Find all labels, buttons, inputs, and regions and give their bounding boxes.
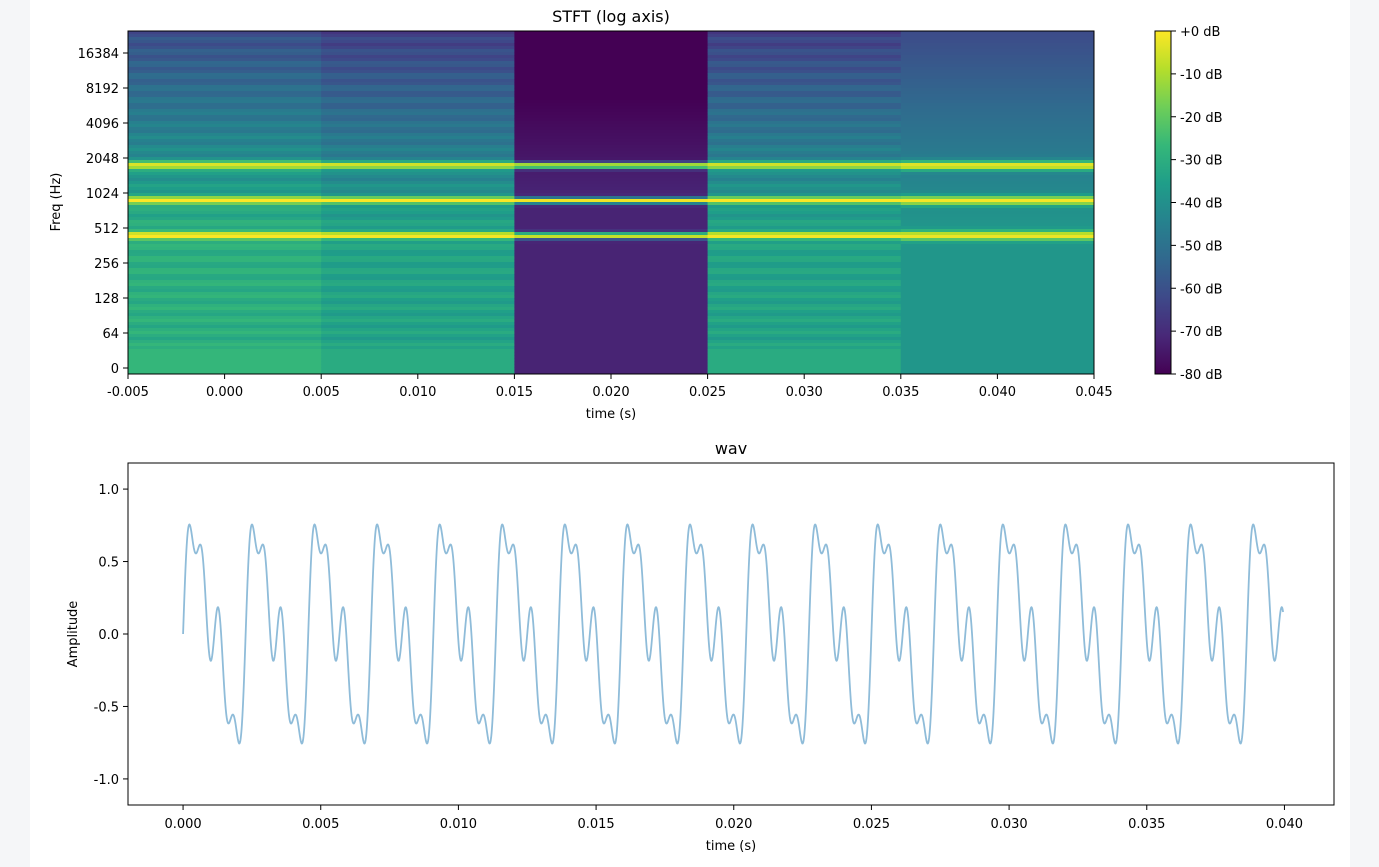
wav-series-line: [182, 523, 1284, 745]
colorbar-tick-label: -50 dB: [1180, 239, 1223, 254]
wav-y-tick-label: 0.5: [98, 556, 119, 571]
stft-x-tick-label: -0.005: [107, 385, 149, 400]
colorbar-tick-label: +0 dB: [1180, 25, 1220, 40]
wav-x-tick-label: 0.015: [577, 817, 614, 832]
stft-y-ticks: 16384 8192 4096 2048 1024 512 256 128 64 0: [78, 47, 128, 377]
wav-x-tick-label: 0.030: [990, 817, 1027, 832]
wav-y-tick-label: -0.5: [94, 700, 119, 715]
stft-y-tick-label: 64: [102, 327, 119, 342]
colorbar-tick-label: -70 dB: [1180, 325, 1223, 340]
colorbar-tick-label: -40 dB: [1180, 197, 1223, 212]
colorbar-tick-label: -30 dB: [1180, 154, 1223, 169]
stft-y-tick-label: 4096: [86, 117, 119, 132]
stft-frame-4: [900, 31, 1094, 374]
wav-x-tick-label: 0.020: [715, 817, 752, 832]
wav-x-ticks: 0.000 0.005 0.010 0.015 0.020 0.025 0.030 0.035…: [164, 805, 1303, 832]
stft-frame-2: [514, 31, 709, 374]
stft-x-tick-label: 0.020: [592, 385, 629, 400]
wav-x-tick-label: 0.025: [853, 817, 890, 832]
stft-heatmap: [128, 31, 1094, 374]
wav-x-tick-label: 0.040: [1266, 817, 1303, 832]
stft-x-tick-label: 0.030: [786, 385, 823, 400]
wav-y-tick-label: -1.0: [94, 773, 119, 788]
colorbar-ticks: +0 dB -10 dB -20 dB -30 dB -40 dB -50 dB -60 d…: [1171, 25, 1223, 383]
wav-y-tick-label: 0.0: [98, 628, 119, 643]
wav-x-tick-label: 0.035: [1128, 817, 1165, 832]
stft-y-tick-label: 256: [94, 257, 119, 272]
stft-x-tick-label: 0.040: [979, 385, 1016, 400]
stft-x-ticks: -0.005 0.000 0.005 0.010 0.015 0.020 0.025 0.03…: [107, 374, 1113, 400]
stft-y-label: Freq (Hz): [49, 173, 64, 232]
stft-x-label: time (s): [586, 407, 636, 422]
wav-x-tick-label: 0.010: [440, 817, 477, 832]
stft-y-tick-label: 8192: [86, 82, 119, 97]
stft-frame-0: [128, 31, 322, 374]
stft-y-tick-label: 128: [94, 292, 119, 307]
wav-x-tick-label: 0.000: [164, 817, 201, 832]
stft-y-tick-label: 1024: [86, 187, 119, 202]
wav-y-tick-label: 1.0: [98, 483, 119, 498]
stft-x-tick-label: 0.005: [303, 385, 340, 400]
stft-x-tick-label: 0.035: [882, 385, 919, 400]
wav-x-label: time (s): [706, 839, 756, 854]
figure-canvas: STFT (log axis) -0.005 0.000 0.005 0.010 0.0…: [49, 7, 1335, 854]
wav-y-ticks: 1.0 0.5 0.0 -0.5 -1.0: [94, 483, 128, 788]
colorbar: [1154, 30, 1172, 375]
wav-x-tick-label: 0.005: [302, 817, 339, 832]
colorbar-tick-label: -10 dB: [1180, 68, 1223, 83]
colorbar-tick-label: -80 dB: [1180, 368, 1223, 383]
stft-x-tick-label: 0.045: [1075, 385, 1112, 400]
colorbar-tick-label: -60 dB: [1180, 282, 1223, 297]
stft-frame-3: [707, 31, 902, 374]
stft-frame-1: [321, 31, 515, 374]
wav-title: wav: [715, 439, 747, 458]
stft-x-tick-label: 0.015: [496, 385, 533, 400]
figure: STFT (log axis) -0.005 0.000 0.005 0.010 0.0…: [30, 0, 1350, 867]
stft-x-tick-label: 0.025: [689, 385, 726, 400]
stft-x-tick-label: 0.010: [399, 385, 436, 400]
stft-y-tick-label: 512: [94, 222, 119, 237]
stft-x-tick-label: 0.000: [206, 385, 243, 400]
wav-y-label: Amplitude: [66, 601, 81, 668]
colorbar-tick-label: -20 dB: [1180, 111, 1223, 126]
stft-y-tick-label: 16384: [78, 47, 119, 62]
stft-title: STFT (log axis): [552, 7, 670, 26]
stft-y-tick-label: 2048: [86, 152, 119, 167]
stft-y-tick-label: 0: [111, 362, 119, 377]
